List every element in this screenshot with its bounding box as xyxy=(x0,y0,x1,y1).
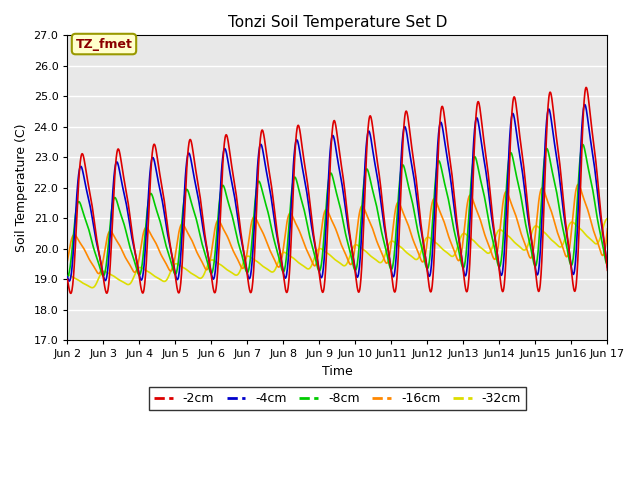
Y-axis label: Soil Temperature (C): Soil Temperature (C) xyxy=(15,124,28,252)
Text: TZ_fmet: TZ_fmet xyxy=(76,37,132,50)
Legend: -2cm, -4cm, -8cm, -16cm, -32cm: -2cm, -4cm, -8cm, -16cm, -32cm xyxy=(149,387,526,410)
Title: Tonzi Soil Temperature Set D: Tonzi Soil Temperature Set D xyxy=(228,15,447,30)
X-axis label: Time: Time xyxy=(322,365,353,378)
